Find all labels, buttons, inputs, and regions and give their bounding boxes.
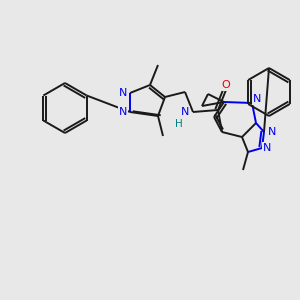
Text: O: O [222,80,230,90]
Text: N: N [263,143,271,153]
Text: N: N [119,107,127,117]
Text: N: N [181,107,189,117]
Text: N: N [268,127,276,137]
Text: H: H [175,119,183,129]
Text: N: N [253,94,261,104]
Text: N: N [119,88,127,98]
